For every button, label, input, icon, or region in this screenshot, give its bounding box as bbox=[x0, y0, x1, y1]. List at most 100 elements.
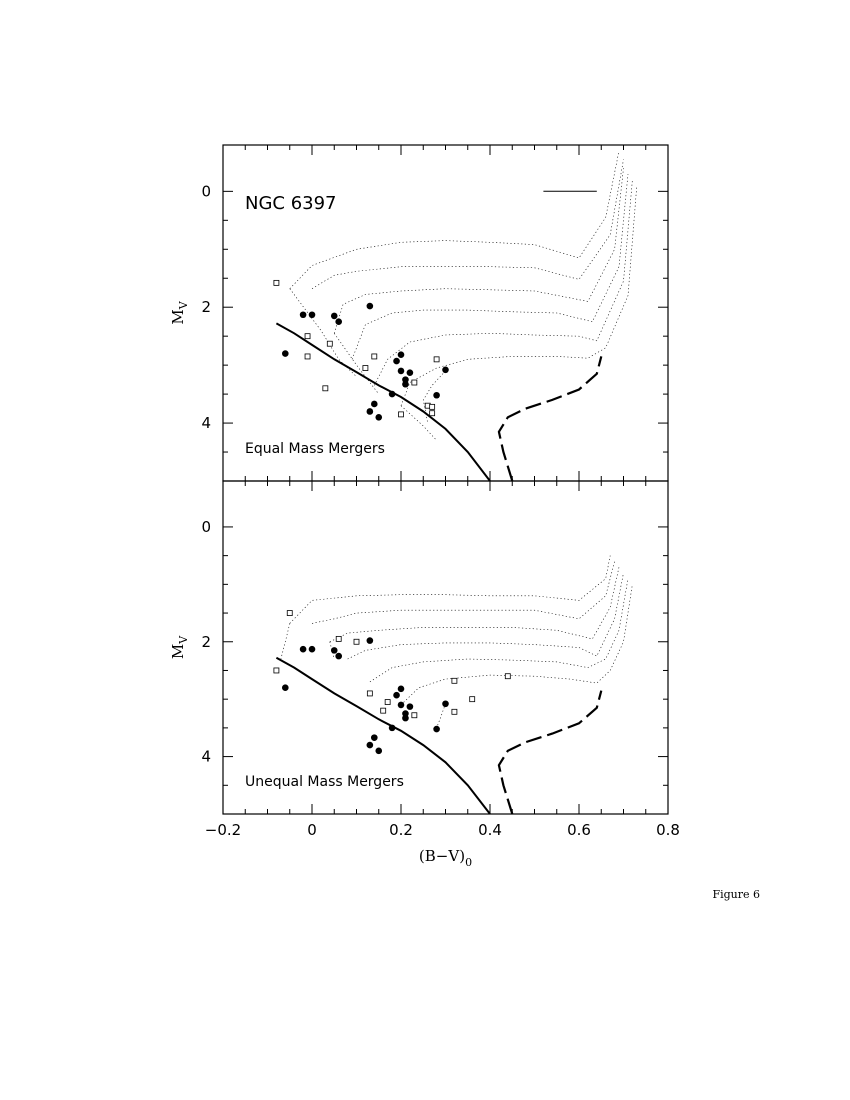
main-sequence-line bbox=[275, 656, 491, 814]
blue-straggler-point bbox=[402, 714, 409, 722]
track-tail bbox=[280, 623, 291, 660]
blue-straggler-point bbox=[397, 351, 405, 359]
evolution-track bbox=[400, 584, 633, 706]
y-tick-label: 4 bbox=[201, 748, 211, 766]
blue-straggler-point bbox=[406, 369, 414, 376]
blue-straggler-point bbox=[393, 691, 400, 699]
blue-straggler-point bbox=[442, 700, 449, 708]
model-point bbox=[451, 677, 458, 684]
evolution-track bbox=[289, 150, 620, 289]
evolution-track bbox=[334, 168, 624, 334]
blue-straggler-point bbox=[308, 311, 316, 319]
blue-straggler-point bbox=[299, 311, 307, 319]
evolution-track bbox=[289, 555, 611, 624]
model-point bbox=[353, 638, 360, 645]
blue-straggler-point bbox=[402, 380, 409, 388]
evolution-track bbox=[347, 572, 624, 660]
blue-straggler-point bbox=[375, 413, 383, 421]
model-point bbox=[384, 699, 391, 705]
blue-straggler-point bbox=[366, 637, 374, 644]
blue-straggler-point bbox=[371, 400, 378, 408]
y-tick-label: 0 bbox=[201, 182, 211, 200]
model-point bbox=[304, 353, 311, 360]
blue-straggler-point bbox=[397, 367, 405, 375]
blue-straggler-point bbox=[330, 647, 338, 654]
model-point bbox=[362, 365, 369, 371]
plot-area bbox=[273, 150, 638, 481]
model-point bbox=[380, 707, 387, 714]
model-point bbox=[273, 667, 280, 674]
y-tick-label: 4 bbox=[201, 414, 211, 432]
track-tail bbox=[400, 405, 437, 441]
giant-branch-line bbox=[497, 690, 603, 814]
model-point bbox=[411, 712, 418, 719]
panel-equal-mass-mergers: 0 2 4 MV NGC 6397 Equal Mass Mergers bbox=[169, 144, 669, 482]
evolution-track bbox=[400, 185, 638, 406]
blue-straggler-point bbox=[371, 734, 378, 741]
x-tick-label: 0.8 bbox=[656, 821, 680, 839]
evolution-track bbox=[311, 159, 624, 289]
model-point bbox=[335, 635, 342, 642]
y-axis-title: MV bbox=[169, 635, 190, 659]
y-tick-label: 0 bbox=[201, 518, 211, 536]
blue-straggler-point bbox=[282, 350, 289, 357]
track-tail bbox=[289, 288, 357, 377]
model-point bbox=[371, 353, 378, 360]
track-tail bbox=[436, 703, 446, 729]
x-axis-title: (B−V)0 bbox=[419, 847, 472, 869]
main-sequence-line bbox=[275, 322, 491, 481]
model-point bbox=[429, 403, 436, 410]
evolution-track bbox=[374, 179, 633, 386]
model-point bbox=[429, 410, 436, 417]
blue-straggler-point bbox=[393, 357, 400, 365]
y-tick-label: 2 bbox=[201, 633, 211, 651]
blue-straggler-point bbox=[397, 685, 405, 693]
blue-straggler-point bbox=[402, 376, 409, 383]
blue-straggler-point bbox=[366, 741, 374, 749]
blue-straggler-point bbox=[388, 390, 396, 398]
blue-straggler-point bbox=[433, 391, 440, 399]
blue-straggler-point bbox=[335, 318, 343, 325]
model-point bbox=[504, 673, 511, 680]
cluster-name-label: NGC 6397 bbox=[245, 193, 337, 214]
blue-straggler-point bbox=[330, 312, 338, 320]
x-tick-label: 0.6 bbox=[567, 821, 591, 839]
blue-straggler-point bbox=[402, 710, 409, 717]
blue-straggler-point bbox=[442, 366, 449, 374]
plot-area bbox=[273, 555, 633, 814]
blue-straggler-point bbox=[433, 725, 440, 733]
blue-straggler-point bbox=[335, 652, 343, 660]
y-tick-label: 2 bbox=[201, 298, 211, 316]
model-point bbox=[273, 279, 280, 286]
blue-straggler-point bbox=[299, 645, 307, 653]
figure-label: Figure 6 bbox=[712, 888, 760, 901]
model-point bbox=[411, 379, 418, 386]
blue-straggler-point bbox=[388, 724, 396, 732]
blue-straggler-point bbox=[308, 645, 316, 653]
y-axis-title: MV bbox=[169, 300, 190, 324]
blue-straggler-point bbox=[282, 684, 289, 691]
panel-label: Equal Mass Mergers bbox=[245, 441, 385, 457]
panel-unequal-mass-mergers: 0 2 4 −0.2 0 0.2 0.4 0.6 0.8 MV (B−V)0 Unequal Mass… bbox=[169, 480, 680, 869]
track-tail bbox=[329, 641, 335, 660]
blue-straggler-point bbox=[366, 302, 374, 310]
model-point bbox=[322, 385, 329, 392]
evolution-track bbox=[329, 567, 620, 643]
model-point bbox=[451, 708, 458, 715]
blue-straggler-point bbox=[366, 408, 374, 415]
model-point bbox=[398, 411, 404, 418]
model-point bbox=[304, 333, 311, 340]
blue-straggler-point bbox=[375, 747, 383, 755]
blue-straggler-point bbox=[397, 701, 405, 709]
plot-frame bbox=[222, 480, 669, 815]
x-tick-label: 0 bbox=[307, 821, 317, 839]
giant-branch-line bbox=[497, 356, 603, 481]
panel-label: Unequal Mass Mergers bbox=[245, 774, 404, 790]
model-point bbox=[433, 356, 440, 363]
blue-straggler-point bbox=[406, 703, 414, 710]
model-point bbox=[366, 690, 373, 697]
evolution-track bbox=[369, 578, 629, 683]
evolution-track bbox=[351, 173, 629, 360]
x-tick-label: 0.2 bbox=[389, 821, 413, 839]
